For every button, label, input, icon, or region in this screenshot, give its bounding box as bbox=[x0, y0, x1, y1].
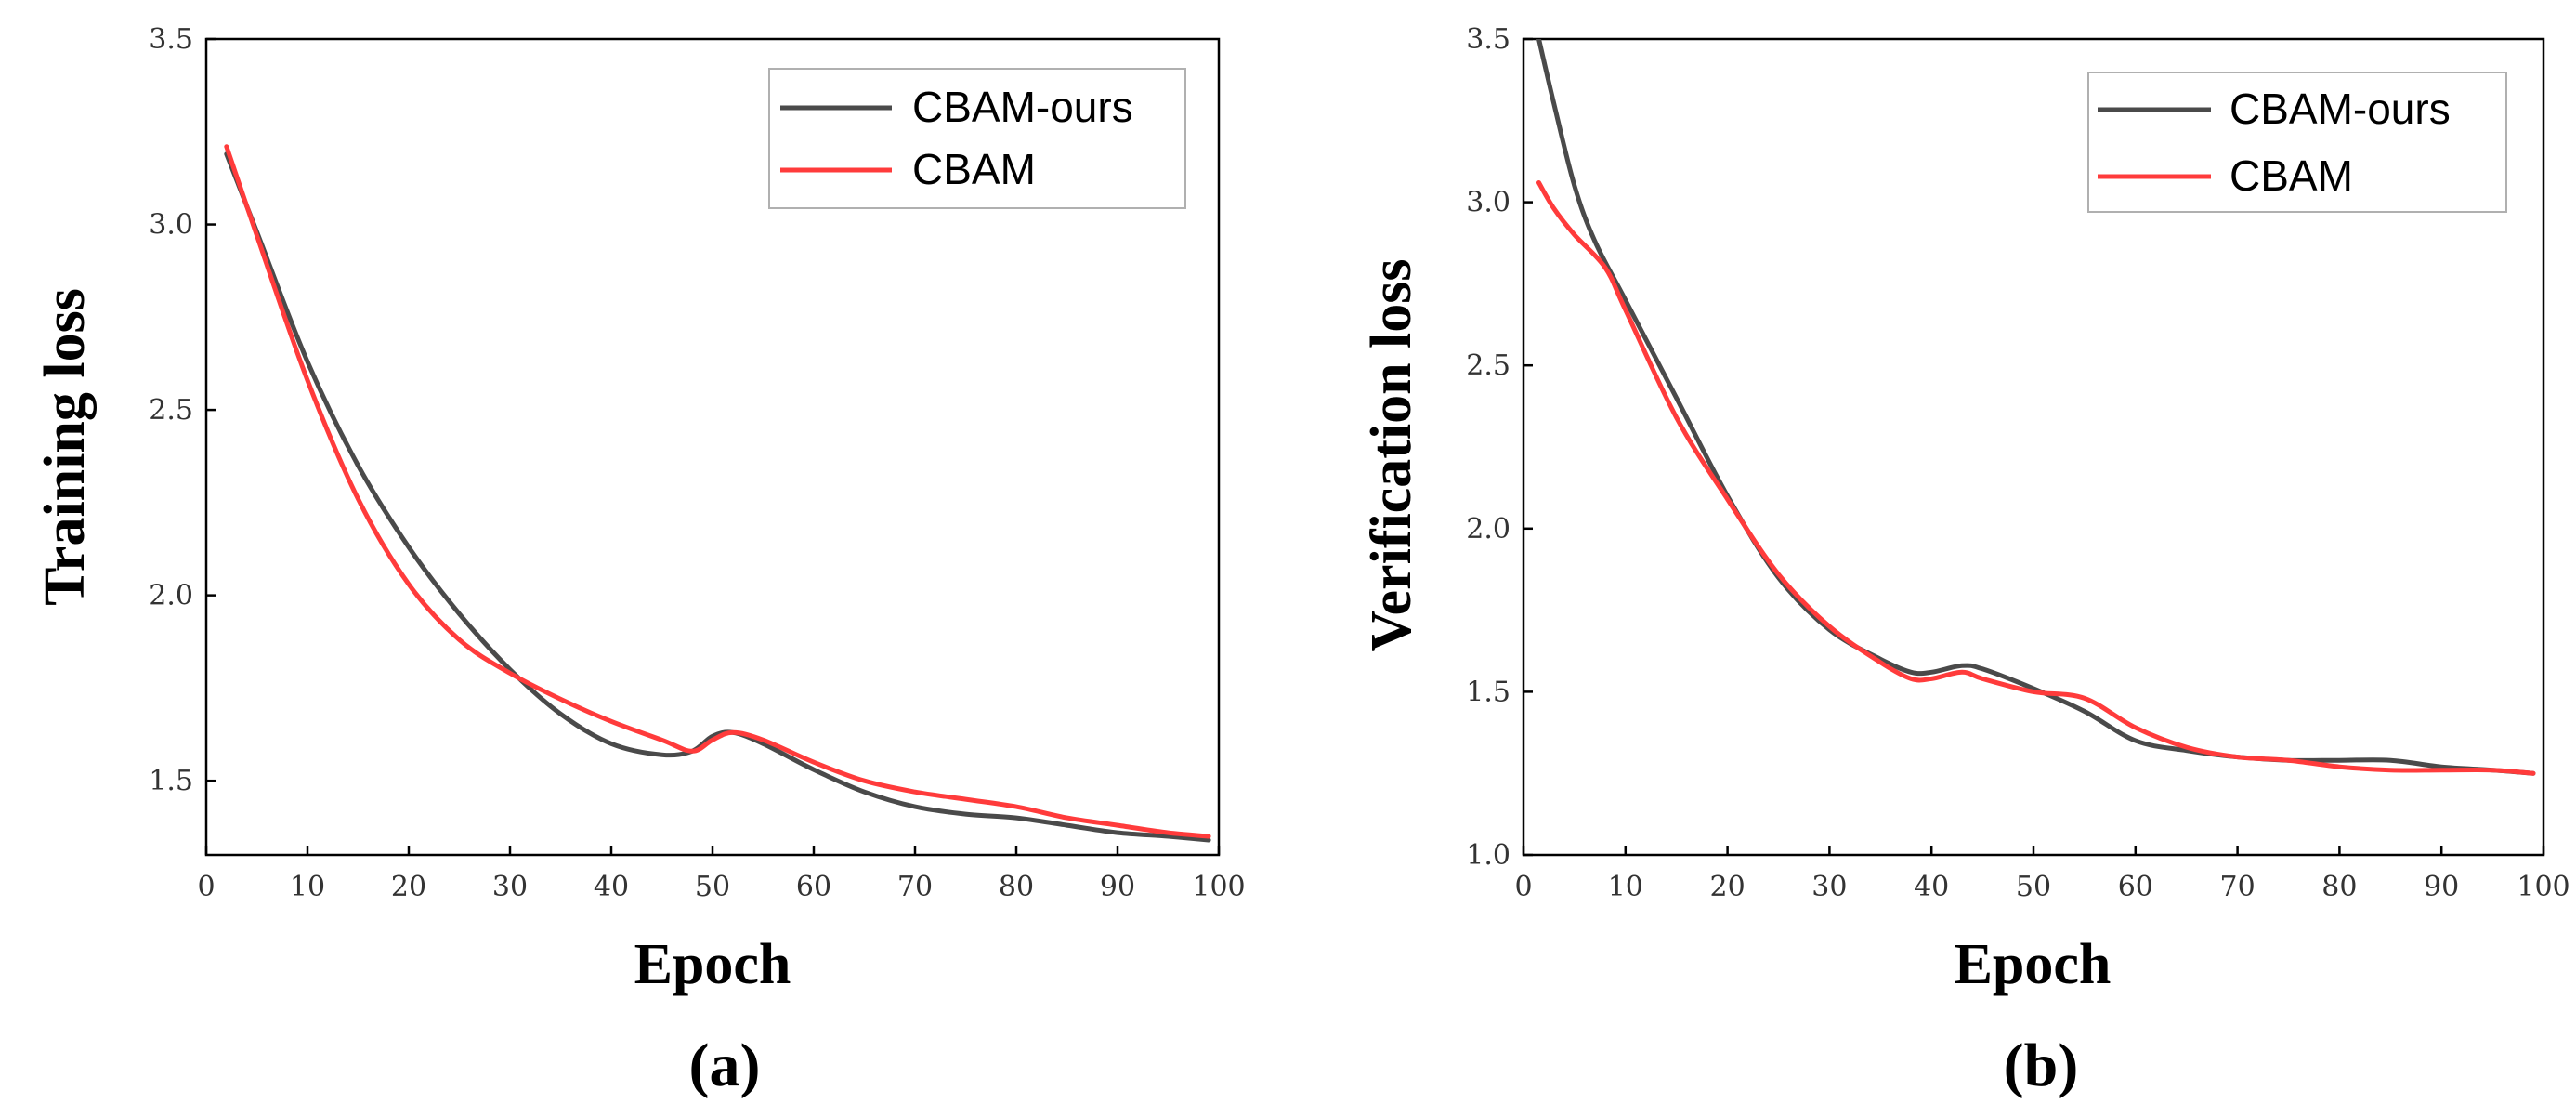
ticks-b: 0 10 20 30 40 50 60 70 80 90 100 1.0 1.5 2.0 2.5 3.0 3.5 bbox=[1466, 23, 2569, 903]
x-tick-label-b: 30 bbox=[1811, 871, 1847, 903]
x-tick-label-a: 0 bbox=[197, 871, 215, 903]
y-tick-label-b: 3.0 bbox=[1466, 187, 1510, 219]
x-tick-label-a: 80 bbox=[999, 871, 1034, 903]
series-line-cbam-a bbox=[224, 144, 1211, 839]
x-tick-label-b: 50 bbox=[2016, 871, 2051, 903]
legend-label-cbam-b: CBAM bbox=[2229, 151, 2353, 200]
x-tick-label-b: 0 bbox=[1514, 871, 1532, 903]
x-tick-label-a: 10 bbox=[290, 871, 325, 903]
ticks-a: 0 10 20 30 40 50 60 70 80 90 100 1.5 2.0 2.5 3.0 3.5 bbox=[149, 23, 1245, 903]
x-tick-label-b: 100 bbox=[2517, 871, 2569, 903]
y-tick-label-a: 2.0 bbox=[149, 580, 193, 612]
x-tick-label-b: 10 bbox=[1608, 871, 1643, 903]
y-tick-label-a: 2.5 bbox=[149, 394, 193, 427]
y-tick-label-b: 1.5 bbox=[1466, 676, 1510, 708]
panel-label-a: (a) bbox=[689, 1032, 761, 1099]
x-tick-label-a: 20 bbox=[391, 871, 426, 903]
legend-b: CBAM-ours CBAM bbox=[2087, 72, 2507, 213]
legend-label-cbam-a: CBAM bbox=[912, 145, 1036, 193]
x-tick-label-a: 100 bbox=[1192, 871, 1245, 903]
x-tick-label-a: 30 bbox=[492, 871, 528, 903]
curves-b bbox=[1536, 39, 2536, 776]
y-tick-label-a: 1.5 bbox=[149, 765, 193, 797]
y-tick-label-b: 2.5 bbox=[1466, 349, 1510, 382]
x-tick-label-a: 40 bbox=[594, 871, 629, 903]
x-tick-label-a: 90 bbox=[1100, 871, 1135, 903]
series-line-cbam-ours-b bbox=[1536, 39, 2536, 776]
y-axis-title-b: Verification loss bbox=[1360, 258, 1423, 651]
x-tick-label-a: 70 bbox=[897, 871, 933, 903]
x-tick-label-b: 60 bbox=[2118, 871, 2153, 903]
y-tick-label-a: 3.5 bbox=[149, 23, 193, 56]
y-tick-label-b: 2.0 bbox=[1466, 513, 1510, 545]
x-tick-label-b: 80 bbox=[2321, 871, 2357, 903]
curves-a bbox=[224, 144, 1211, 843]
x-tick-label-b: 70 bbox=[2220, 871, 2256, 903]
y-tick-label-b: 1.0 bbox=[1466, 839, 1510, 872]
legend-label-cbam-ours-b: CBAM-ours bbox=[2229, 85, 2451, 133]
panel-b: 0 10 20 30 40 50 60 70 80 90 100 1.0 1.5 2.0 2.5 3.0 3.5… bbox=[1360, 23, 2570, 1099]
y-axis-title-a: Training loss bbox=[33, 288, 97, 606]
y-tick-label-b: 3.5 bbox=[1466, 23, 1510, 56]
x-tick-label-a: 50 bbox=[695, 871, 730, 903]
x-tick-label-b: 40 bbox=[1914, 871, 1949, 903]
y-tick-label-a: 3.0 bbox=[149, 209, 193, 242]
panel-a: 0 10 20 30 40 50 60 70 80 90 100 1.5 2.0 2.5 3.0 3.5 Tr… bbox=[33, 23, 1246, 1099]
x-axis-title-b: Epoch bbox=[1955, 933, 2112, 996]
x-tick-label-b: 90 bbox=[2424, 871, 2459, 903]
legend-box-a bbox=[768, 68, 1186, 209]
legend-box-b bbox=[2087, 72, 2507, 213]
x-tick-label-b: 20 bbox=[1710, 871, 1746, 903]
series-line-cbam-b bbox=[1536, 180, 2536, 776]
x-axis-title-a: Epoch bbox=[634, 933, 791, 996]
x-tick-label-a: 60 bbox=[796, 871, 831, 903]
legend-a: CBAM-ours CBAM bbox=[768, 68, 1186, 209]
panel-label-b: (b) bbox=[2004, 1032, 2079, 1099]
legend-label-cbam-ours-a: CBAM-ours bbox=[912, 83, 1133, 131]
